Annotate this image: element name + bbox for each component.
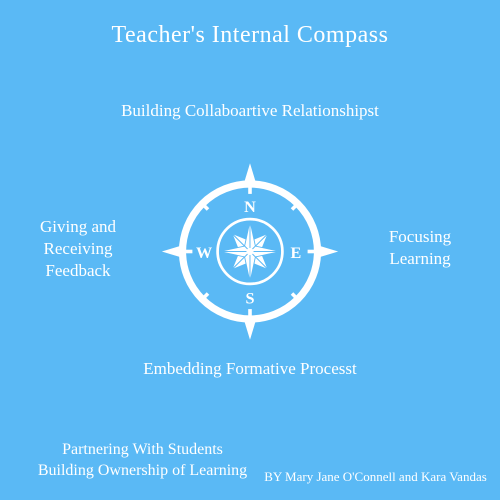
compass-w: W <box>196 244 212 262</box>
compass-n: N <box>244 198 256 216</box>
footer-left-line2: Building Ownership of Learning <box>20 461 265 482</box>
compass-e: E <box>290 244 301 262</box>
label-north: Building Collaboartive Relationshipst <box>0 100 500 122</box>
label-west: Giving and Receiving Feedback <box>18 216 138 282</box>
footer-left-line1: Partnering With Students <box>20 440 265 461</box>
page-title: Teacher's Internal Compass <box>0 22 500 49</box>
compass-icon: N E S W <box>160 162 340 347</box>
footer-left: Partnering With Students Building Owners… <box>20 440 265 482</box>
compass-s: S <box>245 290 254 308</box>
footer-byline: BY Mary Jane O'Connell and Kara Vandas <box>263 468 488 486</box>
label-east: Focusing Learning <box>370 226 470 270</box>
label-south: Embedding Formative Processt <box>0 358 500 380</box>
